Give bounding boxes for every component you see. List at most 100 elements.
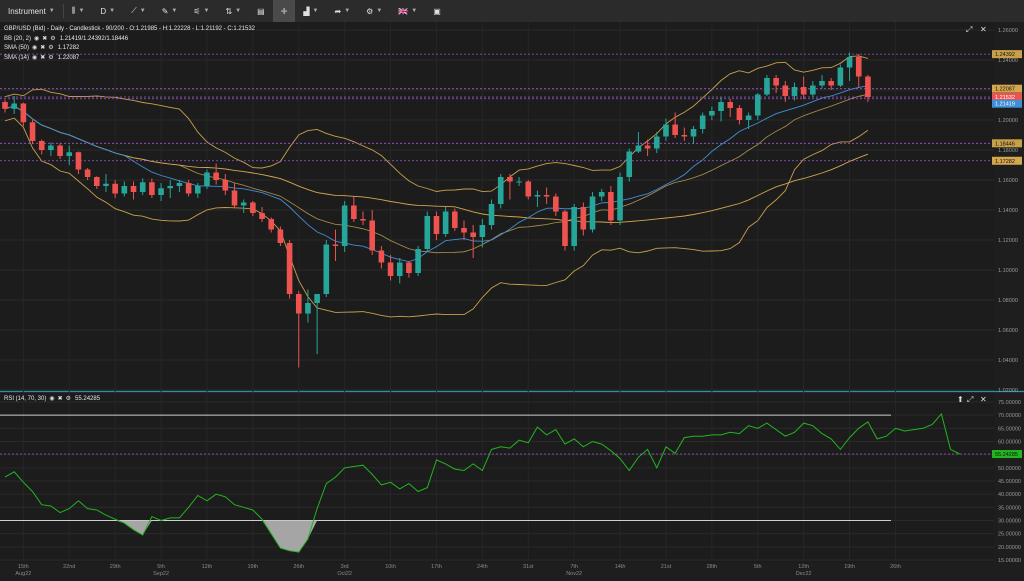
rsi-y-tick-label: 30.00000 bbox=[998, 519, 1021, 525]
x-tick-label: 19th bbox=[844, 564, 855, 570]
x-tick-label: 19th bbox=[248, 564, 259, 570]
candle-body bbox=[57, 145, 63, 156]
candle-body bbox=[378, 250, 385, 263]
compare-menu[interactable]: ⇅ ▼ bbox=[217, 0, 249, 22]
share-menu[interactable]: ➦ ▼ bbox=[327, 0, 359, 22]
instrument-menu[interactable]: Instrument ▼ bbox=[0, 0, 63, 22]
candle-body bbox=[176, 183, 183, 186]
studies-menu[interactable]: ⚟ ▼ bbox=[185, 0, 217, 22]
chart-area[interactable]: 1.260001.240001.220001.200001.180001.160… bbox=[0, 22, 1024, 577]
candle-body bbox=[681, 135, 688, 137]
candle-body bbox=[250, 202, 256, 213]
candle-body bbox=[608, 192, 614, 221]
settings-menu[interactable]: ⚙ ▼ bbox=[358, 0, 390, 22]
legend-value: 1.21419/1.24392/1.18446 bbox=[59, 35, 129, 42]
level-price-label: 1.24392 bbox=[995, 52, 1015, 58]
y-tick-label: 1.04000 bbox=[998, 358, 1018, 364]
candle-body bbox=[727, 102, 734, 108]
x-tick-label: 28th bbox=[707, 564, 718, 570]
bollinger-lower-line bbox=[4, 117, 869, 318]
settings-icon[interactable]: ⚙ bbox=[48, 54, 54, 61]
x-tick-label: 5th bbox=[754, 564, 762, 570]
move-up-icon[interactable]: ⬆ bbox=[957, 395, 964, 404]
candle-body bbox=[846, 57, 853, 68]
candle-body bbox=[571, 207, 577, 246]
bar-chart-menu[interactable]: ▟ ▼ bbox=[295, 0, 326, 22]
eye-icon[interactable]: ◉ bbox=[32, 45, 38, 51]
candle-body bbox=[819, 81, 825, 86]
rsi-y-tick-label: 45.00000 bbox=[998, 479, 1021, 485]
remove-icon[interactable]: ✖ bbox=[42, 35, 48, 42]
candle-body bbox=[213, 172, 219, 180]
remove-icon[interactable]: ✖ bbox=[57, 396, 63, 402]
x-sublabel: Sep22 bbox=[153, 571, 169, 576]
legend-label: SMA (50) bbox=[4, 45, 30, 51]
chevron-down-icon: ▼ bbox=[139, 8, 146, 14]
chevron-down-icon: ▼ bbox=[344, 8, 351, 14]
bar-chart-menu-label: ▟ bbox=[303, 6, 310, 16]
pencil-menu[interactable]: ✎ ▼ bbox=[154, 0, 186, 22]
interval-menu[interactable]: D ▼ bbox=[92, 0, 123, 22]
candle-body bbox=[543, 195, 550, 197]
language-menu[interactable]: 🇬🇧 ▼ bbox=[390, 0, 425, 22]
level-price-label: 1.17282 bbox=[995, 159, 1015, 165]
candle-body bbox=[699, 115, 706, 129]
candle-body bbox=[553, 196, 559, 212]
bollinger-upper-line bbox=[4, 55, 869, 193]
rsi-line bbox=[4, 412, 960, 553]
chart-svg[interactable]: 1.260001.240001.220001.200001.180001.160… bbox=[0, 22, 1024, 577]
candle-body bbox=[222, 180, 229, 191]
candle-body bbox=[314, 294, 320, 303]
candle-body bbox=[452, 211, 458, 228]
candle-body bbox=[305, 303, 311, 314]
rsi-y-tick-label: 65.00000 bbox=[998, 426, 1021, 432]
expand-chart-icon[interactable]: ⤢ bbox=[966, 25, 973, 34]
close-rsi-icon[interactable]: ✕ bbox=[980, 395, 987, 404]
eye-icon[interactable]: ◉ bbox=[32, 54, 38, 61]
settings-icon[interactable]: ⚙ bbox=[50, 35, 56, 42]
expand-rsi-icon[interactable]: ⤢ bbox=[967, 395, 974, 404]
x-tick-label: 17th bbox=[431, 564, 442, 570]
candle-body bbox=[718, 102, 724, 111]
candle-body bbox=[121, 186, 128, 194]
rsi-y-tick-label: 35.00000 bbox=[998, 505, 1021, 511]
eye-icon[interactable]: ◉ bbox=[49, 396, 55, 402]
candle-body bbox=[415, 249, 421, 273]
level-price-label: 1.22087 bbox=[995, 87, 1015, 93]
candle-body bbox=[2, 102, 8, 109]
studies-menu-label: ⚟ bbox=[193, 6, 201, 16]
level-price-tag bbox=[992, 93, 1022, 102]
rsi-y-tick-label: 40.00000 bbox=[998, 492, 1021, 498]
candle-body bbox=[828, 81, 834, 86]
settings-icon[interactable]: ⚙ bbox=[65, 396, 72, 402]
legend-row: SMA (14) ◉ ✖ ⚙ 1.22087 bbox=[4, 54, 255, 64]
draw-line-menu[interactable]: ⟋ ▼ bbox=[123, 0, 154, 22]
candle-body bbox=[48, 145, 54, 150]
close-chart-icon[interactable]: ✕ bbox=[980, 25, 987, 34]
crosshair-button[interactable]: ✛ bbox=[272, 0, 296, 22]
remove-icon[interactable]: ✖ bbox=[40, 54, 46, 61]
candle-body bbox=[66, 152, 73, 156]
candle-body bbox=[736, 108, 743, 120]
draw-line-menu-label: ⟋ bbox=[131, 6, 137, 15]
candle-body bbox=[754, 94, 761, 116]
layout-button[interactable]: ▤ bbox=[249, 0, 273, 22]
x-tick-label: 26th bbox=[293, 564, 304, 570]
pencil-menu-label: ✎ bbox=[161, 6, 169, 16]
rsi-y-tick-label: 25.00000 bbox=[998, 532, 1021, 538]
candle-body bbox=[626, 151, 633, 177]
candle-body bbox=[461, 228, 467, 233]
remove-icon[interactable]: ✖ bbox=[40, 45, 46, 51]
candle-body bbox=[332, 244, 339, 246]
candle-body bbox=[277, 229, 284, 243]
snapshot-button[interactable]: ▣ bbox=[425, 0, 449, 22]
chart-type-menu[interactable]: ⫼ ▼ bbox=[64, 0, 93, 22]
settings-icon[interactable]: ⚙ bbox=[48, 45, 54, 51]
candle-body bbox=[240, 202, 247, 206]
eye-icon[interactable]: ◉ bbox=[34, 35, 40, 42]
legend-row: GBP/USD (Bid) - Daily - Candlestick - 90… bbox=[4, 25, 255, 35]
main-legend: GBP/USD (Bid) - Daily - Candlestick - 90… bbox=[4, 25, 255, 63]
compare-menu-label: ⇅ bbox=[225, 6, 233, 16]
chevron-down-icon: ▼ bbox=[235, 8, 242, 14]
candle-body bbox=[764, 78, 770, 95]
